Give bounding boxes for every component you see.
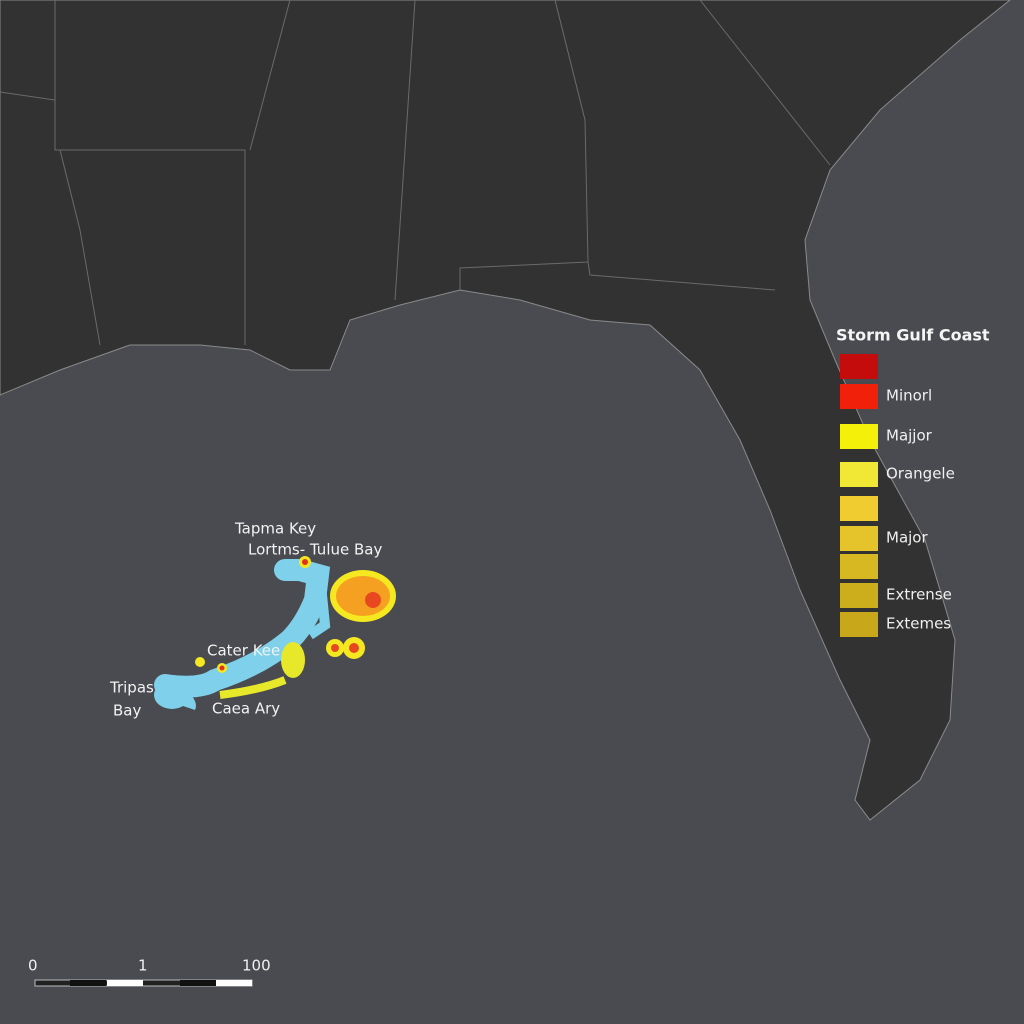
legend-label: Extrense xyxy=(886,586,952,604)
legend-label: Majjor xyxy=(886,427,933,445)
scale-label: 100 xyxy=(242,957,271,975)
legend-swatch xyxy=(840,526,878,551)
land xyxy=(0,0,1011,821)
legend-swatch xyxy=(840,384,878,409)
legend-swatch xyxy=(840,354,878,379)
legend-label: Major xyxy=(886,529,928,547)
legend: Minorl Majjor Orangele Major Extrense Extemes xyxy=(840,354,955,637)
storm-heat xyxy=(154,556,396,710)
place-label: Tripas xyxy=(109,679,154,697)
legend-swatch xyxy=(840,424,878,449)
place-label: Caea Ary xyxy=(212,700,280,718)
legend-label: Extemes xyxy=(886,615,951,633)
legend-swatch xyxy=(840,496,878,521)
place-label: Bay xyxy=(113,702,141,720)
state-borders xyxy=(0,0,831,346)
scale-label: 1 xyxy=(138,957,148,975)
place-label: Lortms- Tulue Bay xyxy=(248,541,382,559)
legend-swatch xyxy=(840,612,878,637)
place-label: Cater Kee xyxy=(207,642,280,660)
legend-swatch xyxy=(840,583,878,608)
legend-swatch xyxy=(840,554,878,579)
legend-label: Orangele xyxy=(886,465,955,483)
place-label: Tapma Key xyxy=(234,520,316,538)
scale-label: 0 xyxy=(28,957,38,975)
legend-swatch xyxy=(840,462,878,487)
scale-bar xyxy=(34,979,253,987)
legend-label: Minorl xyxy=(886,387,932,405)
legend-title: Storm Gulf Coast xyxy=(836,326,990,345)
